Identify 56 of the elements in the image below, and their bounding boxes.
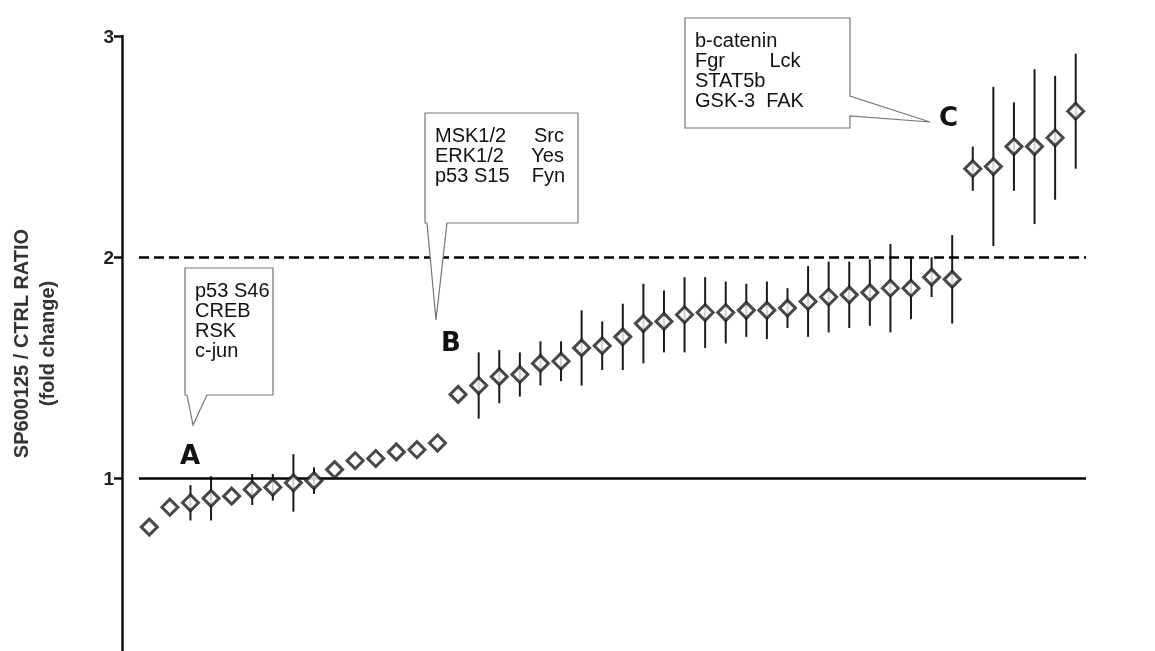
point (860, 283, 880, 303)
point (983, 157, 1003, 177)
point (283, 473, 303, 493)
annotation: p53 S46 CREB RSK c-jun (195, 279, 270, 361)
point (757, 300, 777, 320)
y-tick-label: 2 (103, 246, 114, 268)
point (963, 159, 983, 179)
point (613, 327, 633, 347)
point (263, 477, 283, 497)
y-tick-label: 1 (103, 467, 115, 489)
point (180, 493, 200, 513)
point (489, 367, 509, 387)
y-tick-label: 3 (103, 25, 114, 47)
point (592, 336, 612, 356)
point (901, 278, 921, 298)
point (201, 488, 221, 508)
annotation: b-catenin Fgr Lck STAT5b GSK-3 FAK (695, 29, 804, 111)
point (695, 303, 715, 323)
point (242, 480, 262, 500)
point (942, 269, 962, 289)
point (448, 384, 468, 404)
point (345, 451, 365, 471)
point (675, 305, 695, 325)
point (530, 353, 550, 373)
point (1045, 128, 1065, 148)
point (839, 285, 859, 305)
annotation: C (939, 102, 959, 132)
point (798, 291, 818, 311)
point (654, 311, 674, 331)
point (510, 364, 530, 384)
point (469, 376, 489, 396)
point (1025, 137, 1045, 157)
point (407, 440, 427, 460)
point (1004, 137, 1024, 157)
point (572, 338, 592, 358)
annotation: MSK1/2 Src ERK1/2 Yes p53 S15 Fyn (435, 124, 566, 186)
point (325, 460, 345, 480)
point (304, 471, 324, 491)
point (633, 314, 653, 334)
point (428, 433, 448, 453)
point (366, 449, 386, 469)
point (777, 298, 797, 318)
point (922, 267, 942, 287)
point (736, 300, 756, 320)
point (1066, 101, 1086, 121)
point (716, 303, 736, 323)
y-axis-title: SP600125 / CTRL RATIO (fold change) (10, 228, 58, 459)
annotation: A (180, 440, 201, 470)
point (819, 287, 839, 307)
annotation: B (441, 327, 461, 357)
point (386, 442, 406, 462)
point (551, 351, 571, 371)
point (880, 278, 900, 298)
point (139, 517, 159, 537)
point (160, 497, 180, 517)
point (222, 486, 242, 506)
